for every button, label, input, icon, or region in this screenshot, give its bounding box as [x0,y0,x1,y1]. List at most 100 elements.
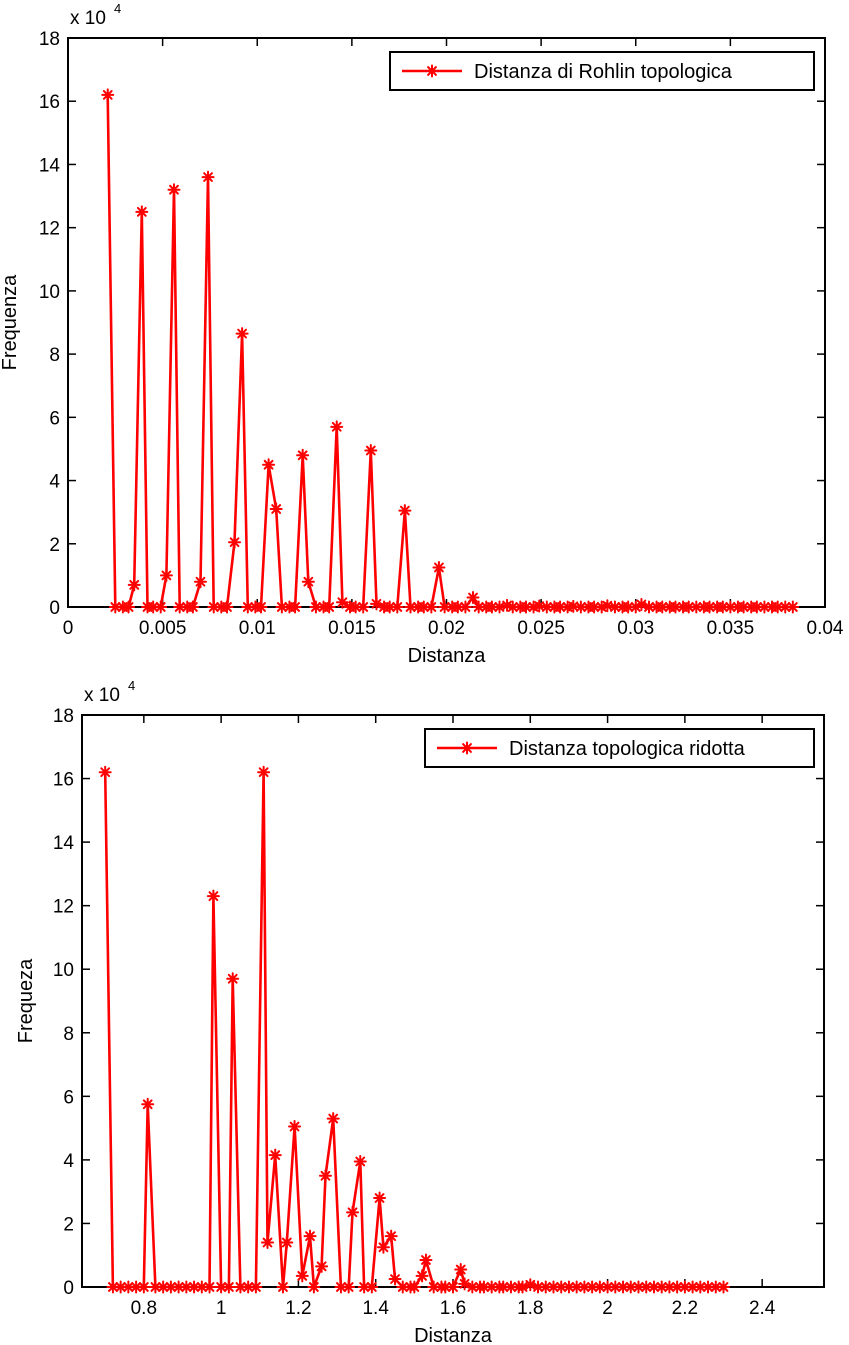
data-point [249,1280,263,1294]
x-tick-label: 0.04 [807,618,844,639]
data-point [203,1280,217,1294]
data-point [415,1269,429,1283]
y-tick-label: 0 [49,598,60,619]
series-markers [101,88,800,614]
data-point [364,444,378,458]
y-tick-label: 14 [39,155,61,176]
data-point [335,595,349,609]
data-point [137,1280,151,1294]
data-point [207,600,221,614]
legend-entry: Distanza di Rohlin topologica [474,61,733,83]
y-tick-label: 16 [39,92,60,113]
data-point [376,1240,390,1254]
y-tick-label: 10 [39,282,60,303]
data-point [477,1280,491,1294]
data-point [632,1280,645,1294]
data-point [222,1280,236,1294]
data-point [737,600,751,614]
x-tick-label: 0.025 [517,618,565,639]
data-point [201,170,215,184]
x-tick-label: 0.005 [139,618,187,639]
chart-panel-bottom: 0.8 1 1.2 1.4 1.6 1.8 2 2.2 2.4 0 2 4 6 8 10 12 14 16 18 x … [15,678,825,1345]
y-tick-label: 2 [63,1214,74,1235]
data-point [288,1120,302,1134]
plot-area [81,714,825,1288]
data-point [388,1272,402,1286]
series-markers [98,765,731,1294]
data-point [424,600,438,614]
y-tick-label: 8 [49,345,60,366]
y-multiplier-base: x 10 [70,8,106,29]
data-point [146,600,160,614]
data-point [472,600,486,614]
data-point [532,599,546,613]
x-axis-label: Distanza [414,1325,493,1345]
y-tick-label: 12 [53,897,74,918]
data-point [296,448,310,462]
legend: Distanza topologica ridotta [424,728,815,768]
data-point [342,1280,356,1294]
data-point [330,420,344,434]
y-tick-label: 12 [39,219,60,240]
data-point [206,889,220,903]
data-point [141,1097,155,1111]
y-multiplier-base: x 10 [84,685,120,706]
data-point [98,765,112,779]
data-point [407,1280,421,1294]
x-tick-label: 1 [216,1298,227,1319]
data-point [587,600,601,614]
x-tick-label: 2 [602,1298,613,1319]
data-point [268,1148,282,1162]
data-point [235,327,249,341]
data-point [307,1280,321,1294]
data-point [432,560,446,574]
x-tick-label: 1.8 [517,1298,543,1319]
data-point [531,1280,545,1294]
legend-box [389,51,815,91]
x-tick-label: 2.4 [749,1298,776,1319]
data-point [261,1236,274,1250]
data-point [404,600,418,614]
data-point [417,600,431,614]
data-point [228,535,242,549]
data-point [301,575,315,589]
data-point [101,88,115,102]
x-tick-label: 0.015 [328,618,376,639]
legend: Distanza di Rohlin topologica [389,51,815,91]
data-point [446,1280,460,1294]
data-point [241,1280,255,1294]
data-point [419,1253,433,1267]
data-point [318,1169,332,1183]
chart-panel-top: 0 0.005 0.01 0.015 0.02 0.025 0.03 0.035 0.04 0 2 4… [0,1,844,667]
data-point [326,1112,340,1126]
data-point [390,600,404,614]
y-axis-label: Frequeza [15,958,37,1043]
data-point [114,1280,128,1294]
data-point [167,183,181,197]
x-tick-label: 1.4 [362,1298,389,1319]
data-point [585,1280,599,1294]
x-tick-label: 0.01 [239,618,276,639]
x-tick-label: 2.2 [672,1298,698,1319]
data-point [373,1191,387,1205]
data-point [523,1278,537,1292]
data-point [346,1205,360,1219]
y-tick-label: 4 [63,1151,74,1172]
data-point [492,600,506,614]
data-point [122,600,136,614]
x-axis-label: Distanza [408,645,487,667]
data-point [365,1280,379,1294]
data-point [127,578,141,592]
data-point [135,205,149,219]
data-point [466,591,480,605]
data-point [193,575,207,589]
data-point [254,600,268,614]
y-axis-label: Frequenza [0,274,21,370]
y-tick-label: 8 [63,1024,74,1045]
legend-entry: Distanza topologica ridotta [509,738,746,760]
y-multiplier-exponent: 4 [128,678,135,693]
x-tick-label: 1.6 [440,1298,466,1319]
data-point [716,600,730,614]
y-tick-label: 2 [49,535,60,556]
